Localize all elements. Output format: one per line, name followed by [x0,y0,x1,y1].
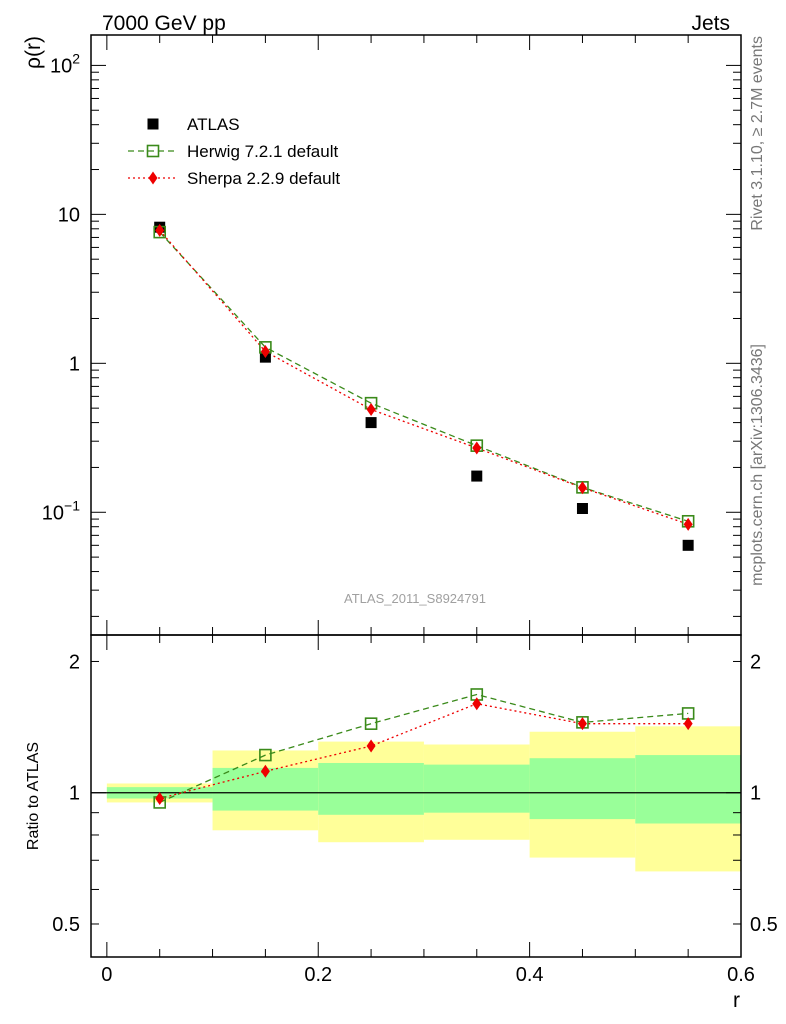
ratio-uncertainty-bands [91,726,741,872]
ratio-sherpa-line [159,703,689,800]
main-y-label-text: ρ(r) [22,36,45,69]
ratio-herwig-point-1 [259,748,272,762]
main-sherpa-point-1 [260,345,270,359]
main-sherpa-point-3 [472,441,482,455]
legend: ATLAS Herwig 7.2.1 default Sherpa 2.2.9 de… [128,115,340,188]
ratio-y-tick-label-left-1: 1 [69,783,80,805]
main-atlas-point-3 [471,470,483,482]
ratio-y-tick-label-right-1: 1 [750,783,761,805]
ratio-y-tick-label-left-0: 2 [69,651,80,673]
x-tick-label-2: 0.4 [516,964,544,986]
analysis-watermark: ATLAS_2011_S8924791 [344,591,486,606]
ratio-inner-band-3 [423,764,530,813]
x-tick-label-3: 0.6 [727,964,755,986]
main-sherpa-point-4 [577,481,587,495]
ratio-y-axis-label: Ratio to ATLAS [25,742,42,850]
ratio-y-tick-label-right-0: 2 [750,651,761,673]
ratio-inner-band-2 [318,762,424,815]
main-sherpa-point-0 [155,223,165,237]
mcplots-reference-label: mcplots.cern.ch [arXiv:1306.3436] [749,344,766,586]
ratio-sherpa-point-3 [472,697,482,711]
x-axis-label: r [733,989,740,1012]
legend-atlas-label: ATLAS [187,115,240,134]
legend-sherpa-label: Sherpa 2.2.9 default [187,169,340,188]
ratio-sherpa-point-2 [366,739,376,753]
ratio-panel: 2 2 1 1 0.5 0.5 0 0.2 0.4 0.6 Ratio to ATLAS r [25,634,778,1012]
ratio-panel-frame [90,634,742,958]
main-sherpa-line [159,229,689,525]
ratio-herwig-point-2 [364,717,378,730]
main-herwig-line [159,231,689,522]
main-y-axis-label: ρ(r) [22,36,45,69]
ratio-inner-band-5 [635,755,741,824]
x-label-text: r [733,989,740,1012]
ratio-herwig-line [159,693,689,803]
main-plot-area [153,221,695,551]
ratio-axes: 2 2 1 1 0.5 0.5 0 0.2 0.4 0.6 [52,635,778,986]
main-y-tick-label-1: 10 [58,204,80,226]
x-tick-label-1: 0.2 [304,964,332,986]
ratio-sherpa-point-4 [577,717,587,731]
header-left-label: 7000 GeV pp [102,12,226,35]
x-tick-label-0: 0 [101,964,112,986]
main-atlas-point-4 [576,503,588,515]
main-sherpa-point-2 [366,402,376,416]
legend-atlas-marker [147,118,159,130]
ratio-sherpa-point-1 [260,764,270,778]
main-axes: 102 10 1 10−1 [42,35,742,635]
ratio-sherpa-point-5 [683,717,693,731]
ratio-inner-band-4 [529,758,636,820]
legend-sherpa-marker [148,171,158,185]
ratio-y-tick-label-right-2: 0.5 [750,914,778,936]
rivet-version-label: Rivet 3.1.10, ≥ 2.7M events [749,36,766,231]
ratio-y-tick-label-left-2: 0.5 [52,914,80,936]
header-right-label: Jets [691,12,730,35]
legend-herwig-marker [146,144,160,158]
ratio-sherpa-point-0 [155,791,165,805]
main-atlas-point-2 [365,417,377,429]
legend-herwig-label: Herwig 7.2.1 default [187,142,338,161]
main-panel: ATLAS_2011_S8924791 ATLAS Herwig 7.2.1 de… [22,34,742,636]
main-y-tick-label-0: 102 [50,50,80,77]
main-sherpa-point-5 [683,517,693,531]
ratio-y-label-text: Ratio to ATLAS [25,742,42,850]
ratio-plot-area [153,688,695,809]
main-atlas-point-5 [682,539,694,551]
main-y-tick-label-3: 10−1 [42,497,80,524]
main-y-tick-label-2: 1 [69,353,80,375]
